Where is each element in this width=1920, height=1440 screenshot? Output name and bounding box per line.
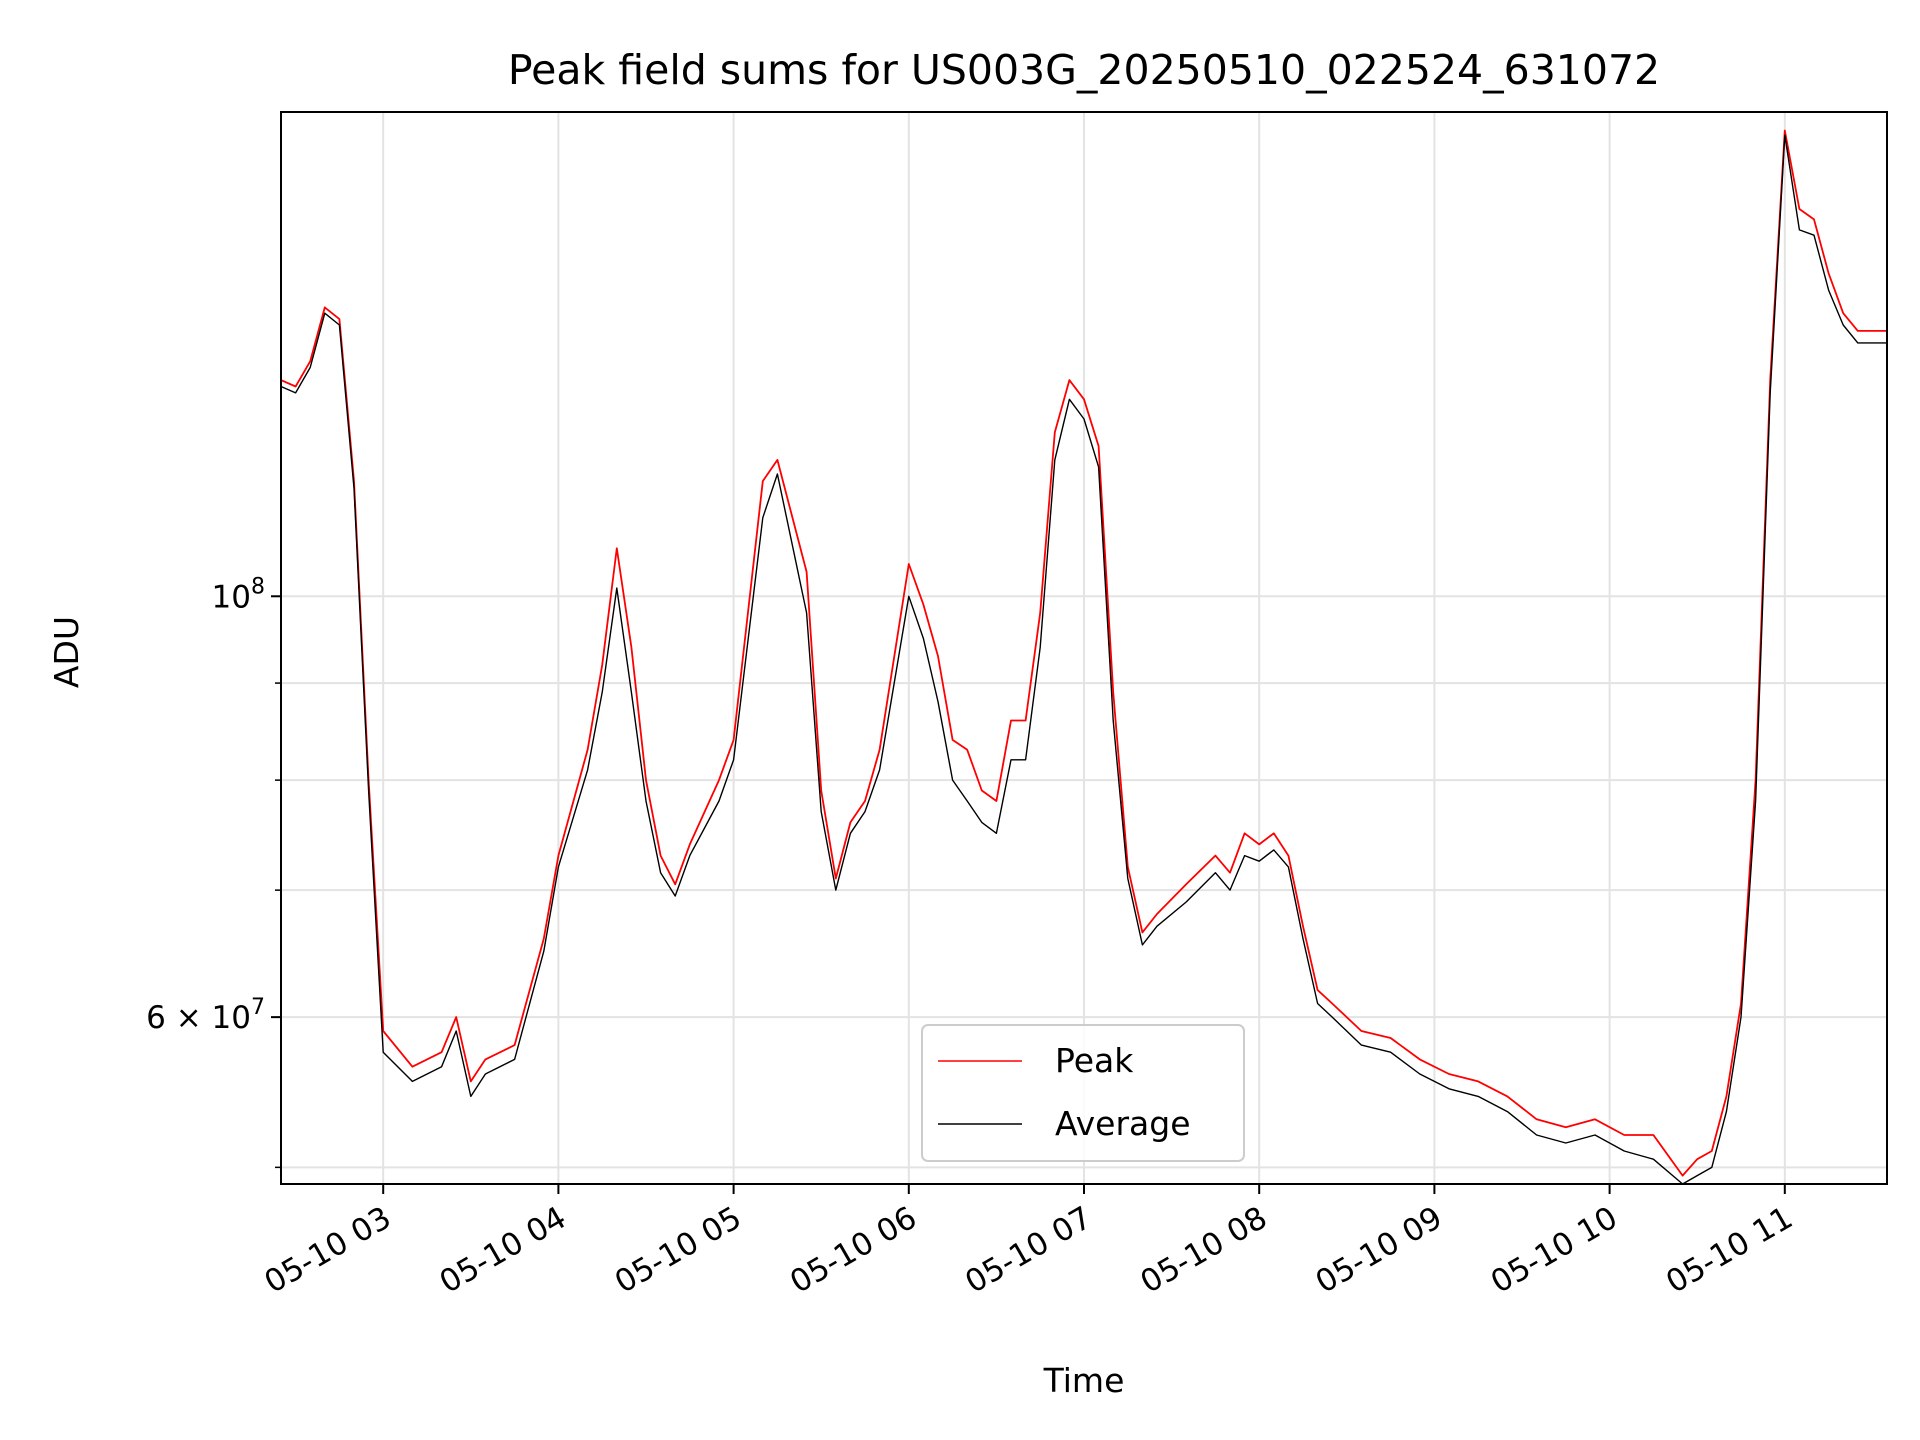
series-line-peak — [280, 129, 1887, 1177]
legend-label-peak: Peak — [1055, 1041, 1134, 1080]
y-tick-exponent: 7 — [251, 995, 265, 1020]
legend-label-average: Average — [1055, 1104, 1191, 1143]
y-tick-label: 6 × 107 — [146, 995, 265, 1036]
grid-layer — [281, 112, 1887, 1184]
y-axis-label: ADU — [47, 616, 86, 688]
y-tick-label: 108 — [212, 574, 265, 615]
y-tick-base: 6 × 10 — [146, 1000, 251, 1036]
chart-title: Peak field sums for US003G_20250510_0225… — [508, 46, 1660, 94]
y-tick-exponent: 8 — [251, 574, 265, 599]
series-layer — [280, 129, 1887, 1185]
legend-frame — [921, 1024, 1245, 1162]
x-axis-label: Time — [1043, 1361, 1125, 1400]
y-tick-base: 10 — [212, 579, 251, 615]
series-line-average — [280, 134, 1887, 1185]
legend: Peak Average — [921, 1024, 1245, 1162]
